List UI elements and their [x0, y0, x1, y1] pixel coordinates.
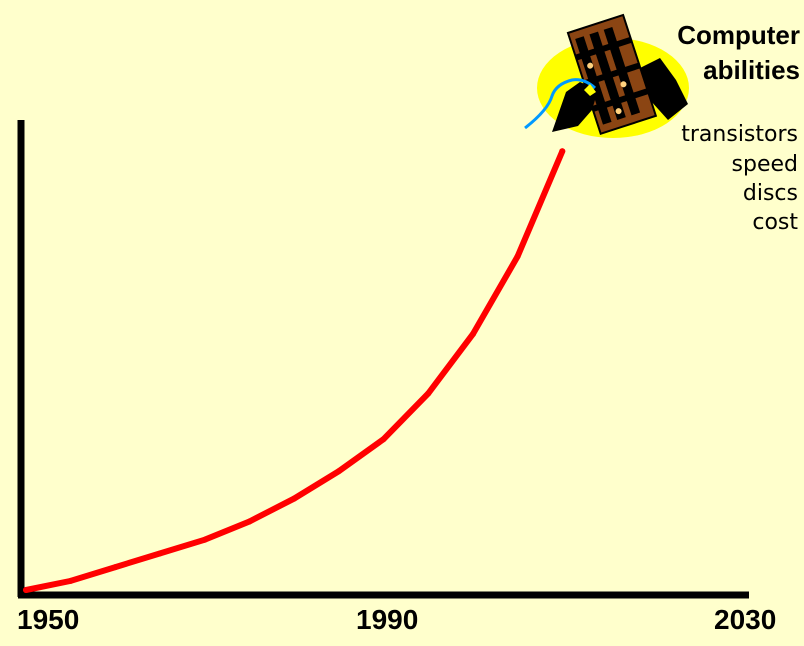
data-point — [380, 436, 387, 443]
data-point — [559, 148, 566, 155]
data-point — [112, 564, 119, 571]
data-point — [23, 587, 29, 593]
series-line — [23, 148, 566, 593]
computer-chip-icon — [524, 13, 689, 138]
data-point — [514, 253, 521, 260]
x-tick-2030: 2030 — [714, 604, 777, 635]
legend-item-transistors: transistors — [681, 122, 798, 147]
data-point — [469, 331, 476, 338]
x-tick-1990: 1990 — [356, 604, 419, 635]
series-points — [23, 148, 566, 593]
legend-item-discs: discs — [742, 181, 798, 206]
data-point — [335, 468, 342, 475]
legend-item-cost: cost — [752, 210, 798, 235]
data-point — [425, 390, 432, 397]
data-point — [67, 577, 74, 584]
data-point — [157, 550, 164, 557]
data-point — [291, 495, 298, 502]
x-tick-1950: 1950 — [17, 604, 80, 635]
chart-title-line-2: abilities — [703, 55, 800, 85]
data-point — [201, 536, 208, 543]
legend-item-speed: speed — [731, 152, 798, 177]
data-point — [246, 518, 253, 525]
chart-title-line-1: Computer — [677, 20, 800, 50]
